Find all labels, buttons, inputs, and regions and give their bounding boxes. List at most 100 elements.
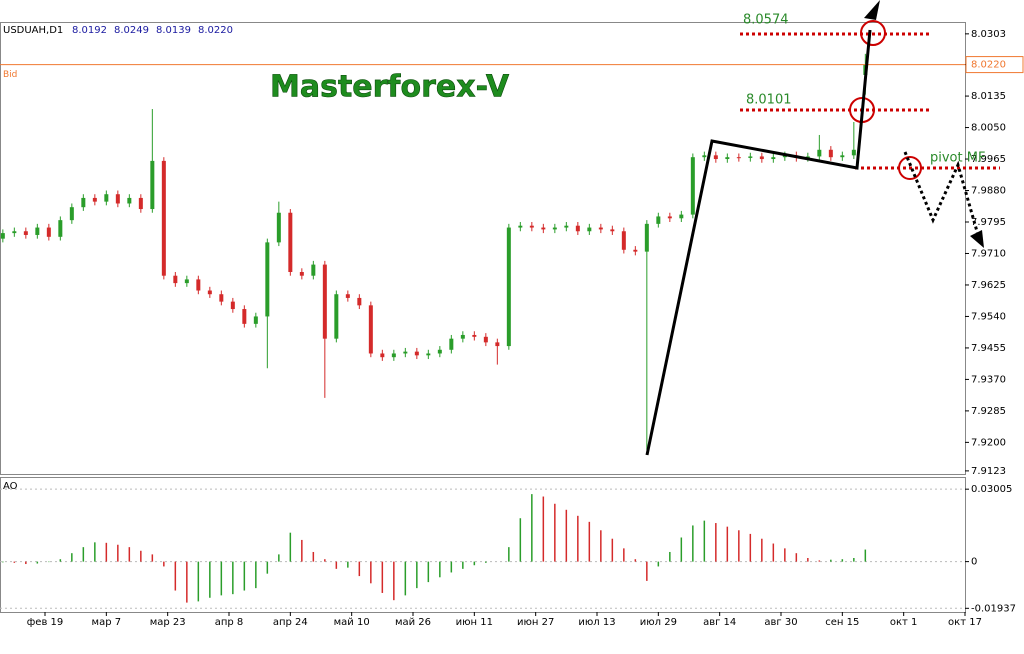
symbol: USDUAH,D1 [3, 25, 63, 36]
candle-body [633, 249, 638, 252]
candle-body [12, 231, 17, 234]
candle-body [391, 353, 396, 358]
candle-body [58, 220, 63, 237]
candle-body [207, 290, 212, 295]
candle-body [184, 279, 189, 284]
candle-body [598, 227, 603, 230]
x-tick-label: май 10 [334, 617, 370, 628]
candle-body [161, 160, 166, 276]
y-tick-label: 7.9880 [971, 186, 1006, 197]
level-label: 8.0101 [746, 93, 792, 108]
x-tick-label: июн 11 [456, 617, 493, 628]
candle-body [265, 242, 270, 317]
x-tick-label: сен 15 [825, 617, 859, 628]
candle-body [437, 349, 442, 354]
y-tick-label: -0.01937 [971, 603, 1016, 614]
y-tick-label: 7.9200 [971, 437, 1006, 448]
ao-title: AO [3, 481, 18, 492]
candle-body [575, 225, 580, 232]
candle-body [621, 231, 626, 250]
candle-body [104, 194, 109, 202]
candle-body [322, 264, 327, 339]
y-tick-label: 8.0050 [971, 123, 1006, 134]
candle-body [506, 227, 511, 347]
watermark: Masterforex-V [270, 70, 510, 105]
bid-value: 8.0220 [971, 60, 1006, 71]
arrow-head [970, 230, 984, 248]
candle-body [667, 216, 672, 219]
y-tick-label: 7.9370 [971, 374, 1006, 385]
candle-body [541, 227, 546, 230]
candle-body [403, 351, 408, 354]
candle-body [644, 223, 649, 252]
candle-body [460, 334, 465, 339]
y-tick-label: 7.9625 [971, 280, 1006, 291]
candle-body [357, 297, 362, 306]
circle-marker [860, 20, 886, 46]
y-tick-label: 8.0303 [971, 29, 1006, 40]
x-tick-label: апр 8 [215, 617, 244, 628]
level-label: 8.0574 [743, 13, 789, 28]
x-tick-label: мар 7 [92, 617, 122, 628]
y-tick-label: 7.9795 [971, 217, 1006, 228]
candle-body [253, 316, 258, 324]
candle-body [759, 156, 764, 160]
candle-body [0, 233, 5, 239]
candle-body [518, 225, 523, 228]
candle-body [414, 351, 419, 356]
x-tick-label: июл 13 [578, 617, 615, 628]
candle-body [150, 160, 155, 210]
candle-body [380, 353, 385, 358]
candle-body [495, 342, 500, 347]
candle-body [276, 212, 281, 243]
candle-body [748, 156, 753, 158]
candle-body [782, 155, 787, 158]
bid-label: Bid [3, 70, 17, 80]
candle-body [828, 149, 833, 158]
x-tick-label: июн 27 [517, 617, 554, 628]
candle-body [805, 156, 810, 158]
candle-body [529, 225, 534, 228]
candle-body [564, 225, 569, 228]
candle-body [713, 155, 718, 160]
candle-body [230, 301, 235, 310]
candle-body [138, 197, 143, 210]
candle-body [702, 155, 707, 158]
x-tick-label: авг 30 [764, 617, 797, 628]
price-panel [0, 22, 966, 475]
candle-body [288, 212, 293, 272]
candle-body [736, 157, 741, 159]
candle-body [334, 294, 339, 339]
forecast-line [903, 151, 980, 236]
candle-body [851, 149, 856, 156]
candle-body [771, 157, 776, 160]
x-tick-label: апр 24 [273, 617, 308, 628]
x-tick-label: май 26 [395, 617, 431, 628]
candle-body [679, 214, 684, 219]
candle-body [817, 149, 822, 157]
x-tick-label: мар 23 [150, 617, 186, 628]
y-tick-label: 7.9965 [971, 154, 1006, 165]
candle-body [840, 155, 845, 158]
candle-body [311, 264, 316, 276]
header-high: 8.0249 [114, 25, 149, 36]
x-tick-label: окт 1 [890, 617, 918, 628]
arrow-head [864, 0, 880, 20]
y-tick-label: 0.03005 [971, 484, 1012, 495]
candle-body [587, 227, 592, 232]
y-tick-label: 7.9540 [971, 311, 1006, 322]
candle-body [35, 227, 40, 235]
candle-body [610, 229, 615, 232]
level-label: pivot MF [930, 151, 985, 166]
x-tick-label: июл 29 [640, 617, 677, 628]
x-tick-label: окт 17 [948, 617, 982, 628]
y-tick-label: 0 [971, 557, 977, 568]
candle-body [299, 272, 304, 276]
candle-body [115, 194, 120, 204]
candle-body [23, 231, 28, 235]
header-low: 8.0139 [156, 25, 191, 36]
candle-body [426, 353, 431, 356]
y-tick-label: 7.9123 [971, 466, 1006, 477]
y-tick-label: 8.0135 [971, 91, 1006, 102]
